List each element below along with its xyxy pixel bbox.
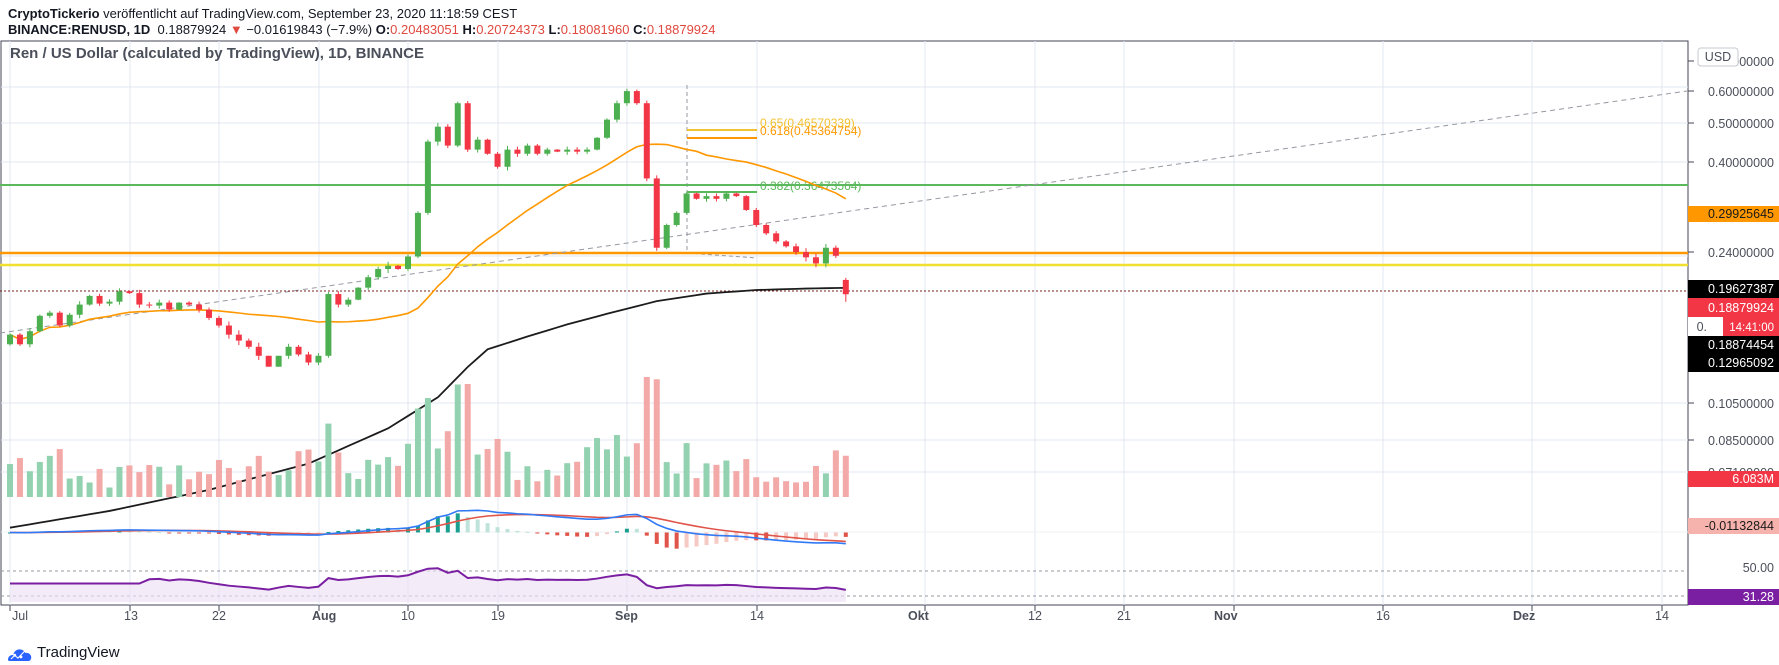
svg-text:Ren / US Dollar (calculated by: Ren / US Dollar (calculated by TradingVi…	[10, 45, 424, 62]
svg-text:0.10500000: 0.10500000	[1708, 397, 1774, 411]
svg-text:0.: 0.	[1697, 320, 1707, 334]
svg-text:0.40000000: 0.40000000	[1708, 156, 1774, 170]
svg-text:0.50000000: 0.50000000	[1708, 117, 1774, 131]
svg-text:13: 13	[124, 609, 138, 623]
svg-text:21: 21	[1117, 609, 1131, 623]
svg-text:12: 12	[1028, 609, 1042, 623]
svg-text:0.60000000: 0.60000000	[1708, 85, 1774, 99]
svg-text:6.083M: 6.083M	[1732, 472, 1774, 486]
svg-text:Sep: Sep	[615, 609, 638, 623]
svg-text:31.28: 31.28	[1743, 590, 1774, 604]
svg-text:Aug: Aug	[312, 609, 336, 623]
svg-text:0.18879924: 0.18879924	[1708, 301, 1774, 315]
svg-text:14:41:00: 14:41:00	[1729, 322, 1774, 334]
svg-text:14: 14	[1655, 609, 1669, 623]
svg-text:Nov: Nov	[1214, 609, 1238, 623]
svg-text:Okt: Okt	[908, 609, 930, 623]
svg-text:Jul: Jul	[12, 609, 28, 623]
svg-text:14: 14	[750, 609, 764, 623]
svg-text:0.19627387: 0.19627387	[1708, 282, 1774, 296]
svg-text:22: 22	[212, 609, 226, 623]
svg-text:USD: USD	[1705, 50, 1731, 64]
svg-text:0.382(0.36473564): 0.382(0.36473564)	[760, 179, 861, 193]
svg-text:0.08500000: 0.08500000	[1708, 434, 1774, 448]
svg-text:0.12965092: 0.12965092	[1708, 356, 1774, 370]
svg-text:10: 10	[401, 609, 415, 623]
svg-text:16: 16	[1376, 609, 1390, 623]
svg-text:0.29925645: 0.29925645	[1708, 207, 1774, 221]
svg-text:19: 19	[491, 609, 505, 623]
svg-text:50.00: 50.00	[1743, 561, 1774, 575]
svg-text:-0.01132844: -0.01132844	[1705, 519, 1774, 533]
svg-text:Dez: Dez	[1513, 609, 1535, 623]
svg-text:0.24000000: 0.24000000	[1708, 246, 1774, 260]
svg-text:0.618(0.45364754): 0.618(0.45364754)	[760, 124, 861, 138]
svg-text:0.18874454: 0.18874454	[1708, 338, 1774, 352]
